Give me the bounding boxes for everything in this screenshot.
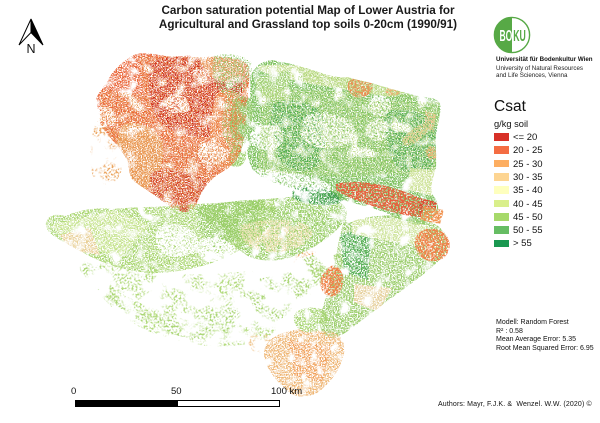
svg-text:KU: KU bbox=[513, 28, 526, 45]
svg-text:N: N bbox=[26, 42, 35, 56]
svg-text:BO: BO bbox=[500, 28, 513, 45]
